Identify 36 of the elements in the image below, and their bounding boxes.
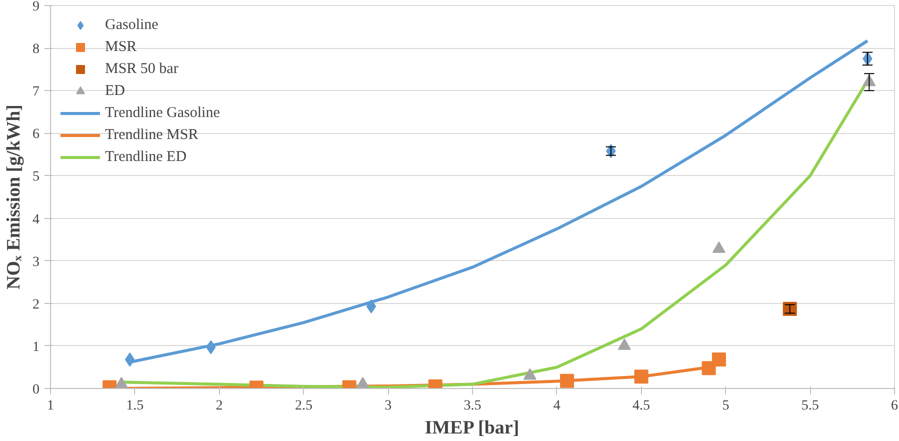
y-tick-label: 3 [32,254,40,270]
x-tick-label: 5 [722,398,730,414]
legend-label: MSR 50 bar [105,60,178,78]
y-tick-label: 6 [32,127,40,142]
point [356,376,370,388]
y-tick-label: 7 [32,84,40,100]
y-tick-label: 5 [32,170,40,185]
x-tick-label: 6 [891,398,898,414]
y-tick-label: 1 [32,340,40,355]
y-tick-label: 8 [32,42,40,58]
legend-label: MSR [105,38,137,56]
x-tick-label: 4.5 [632,398,650,414]
y-axis-title: NOₓ Emission [g/kWh] [4,104,24,290]
point [618,338,631,350]
point [114,376,128,388]
legend-label: Trendline MSR [105,126,198,144]
x-tick-label: 4 [553,398,560,414]
x-tick-label: 2.5 [294,398,312,414]
legend-label: Gasoline [105,16,158,34]
legend-label: Trendline ED [105,148,187,166]
x-tick-label: 5.5 [801,398,819,414]
x-tick-label: 3.5 [464,398,482,414]
point [523,368,536,380]
x-tick-label: 1.5 [126,398,144,414]
x-axis-title: IMEP [bar] [424,418,520,438]
y-tick-label: 2 [32,297,40,312]
x-tick-label: 3 [384,398,392,414]
x-tick-label: 2 [216,398,223,414]
point [366,299,376,314]
x-tick-label: 1 [47,398,54,414]
y-tick-label: 0 [32,382,40,398]
legend-label: ED [105,82,125,100]
legend-label: Trendline Gasoline [105,104,220,122]
y-tick-label: 4 [32,212,40,228]
y-tick-label: 9 [32,0,40,14]
point [712,241,726,253]
